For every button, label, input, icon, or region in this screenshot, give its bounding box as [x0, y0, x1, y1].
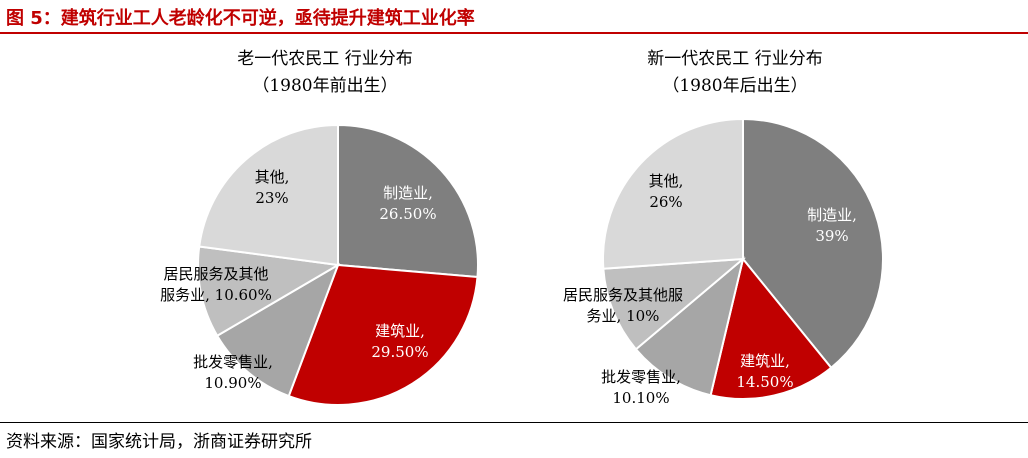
pie-charts: 老一代农民工 行业分布 （1980年前出生） 制造业, 26.50% 建筑业, 29.…: [160, 49, 884, 407]
pie-new-generation: 制造业, 39% 建筑业, 14.50% 批发零售业, 10.10% 居民服务及其他服务业,…: [563, 117, 884, 407]
slice-new-resident-services: [602, 257, 746, 351]
slice-label-new-resident-services: 居民服务及其他服务业, 10%: [563, 286, 683, 325]
slice-old-wholesale-retail: [215, 262, 340, 398]
slice-old-resident-services: [196, 245, 342, 338]
chart-title-old: 老一代农民工 行业分布: [237, 49, 412, 69]
slice-label-old-wholesale-retail: 批发零售业, 10.90%: [193, 353, 273, 392]
slice-new-construction: [709, 256, 833, 400]
slice-old-construction: [287, 263, 479, 406]
slice-label-old-resident-services: 居民服务及其他服务业, 10.60%: [160, 265, 272, 304]
slice-label-new-other: 其他, 26%: [649, 172, 684, 211]
source-note: 资料来源：国家统计局，浙商证券研究所: [6, 432, 312, 452]
slice-label-old-manufacturing: 制造业, 26.50%: [379, 184, 436, 223]
title-rule: [0, 32, 1028, 34]
slice-new-other: [602, 117, 744, 270]
slice-label-new-manufacturing: 制造业, 39%: [807, 206, 857, 245]
slice-old-manufacturing: [337, 123, 479, 279]
source-rule: [0, 422, 1028, 423]
figure-title: 图 5：建筑行业工人老龄化不可逆，亟待提升建筑工业化率: [6, 8, 475, 29]
pie-old-generation: 制造业, 26.50% 建筑业, 29.50% 批发零售业, 10.90% 居民服务及其他服…: [160, 123, 479, 406]
slice-label-new-construction: 建筑业, 14.50%: [736, 352, 793, 391]
slice-label-old-other: 其他, 23%: [255, 168, 290, 207]
chart-subtitle-old: （1980年前出生）: [252, 76, 397, 96]
slice-new-manufacturing: [742, 117, 884, 370]
chart-subtitle-new: （1980年后出生）: [662, 76, 807, 96]
slice-new-wholesale-retail: [634, 256, 745, 397]
slice-label-old-construction: 建筑业, 29.50%: [371, 322, 428, 361]
chart-title-new: 新一代农民工 行业分布: [647, 49, 822, 69]
slice-old-other: [198, 123, 339, 267]
slice-label-new-wholesale-retail: 批发零售业, 10.10%: [601, 368, 681, 407]
